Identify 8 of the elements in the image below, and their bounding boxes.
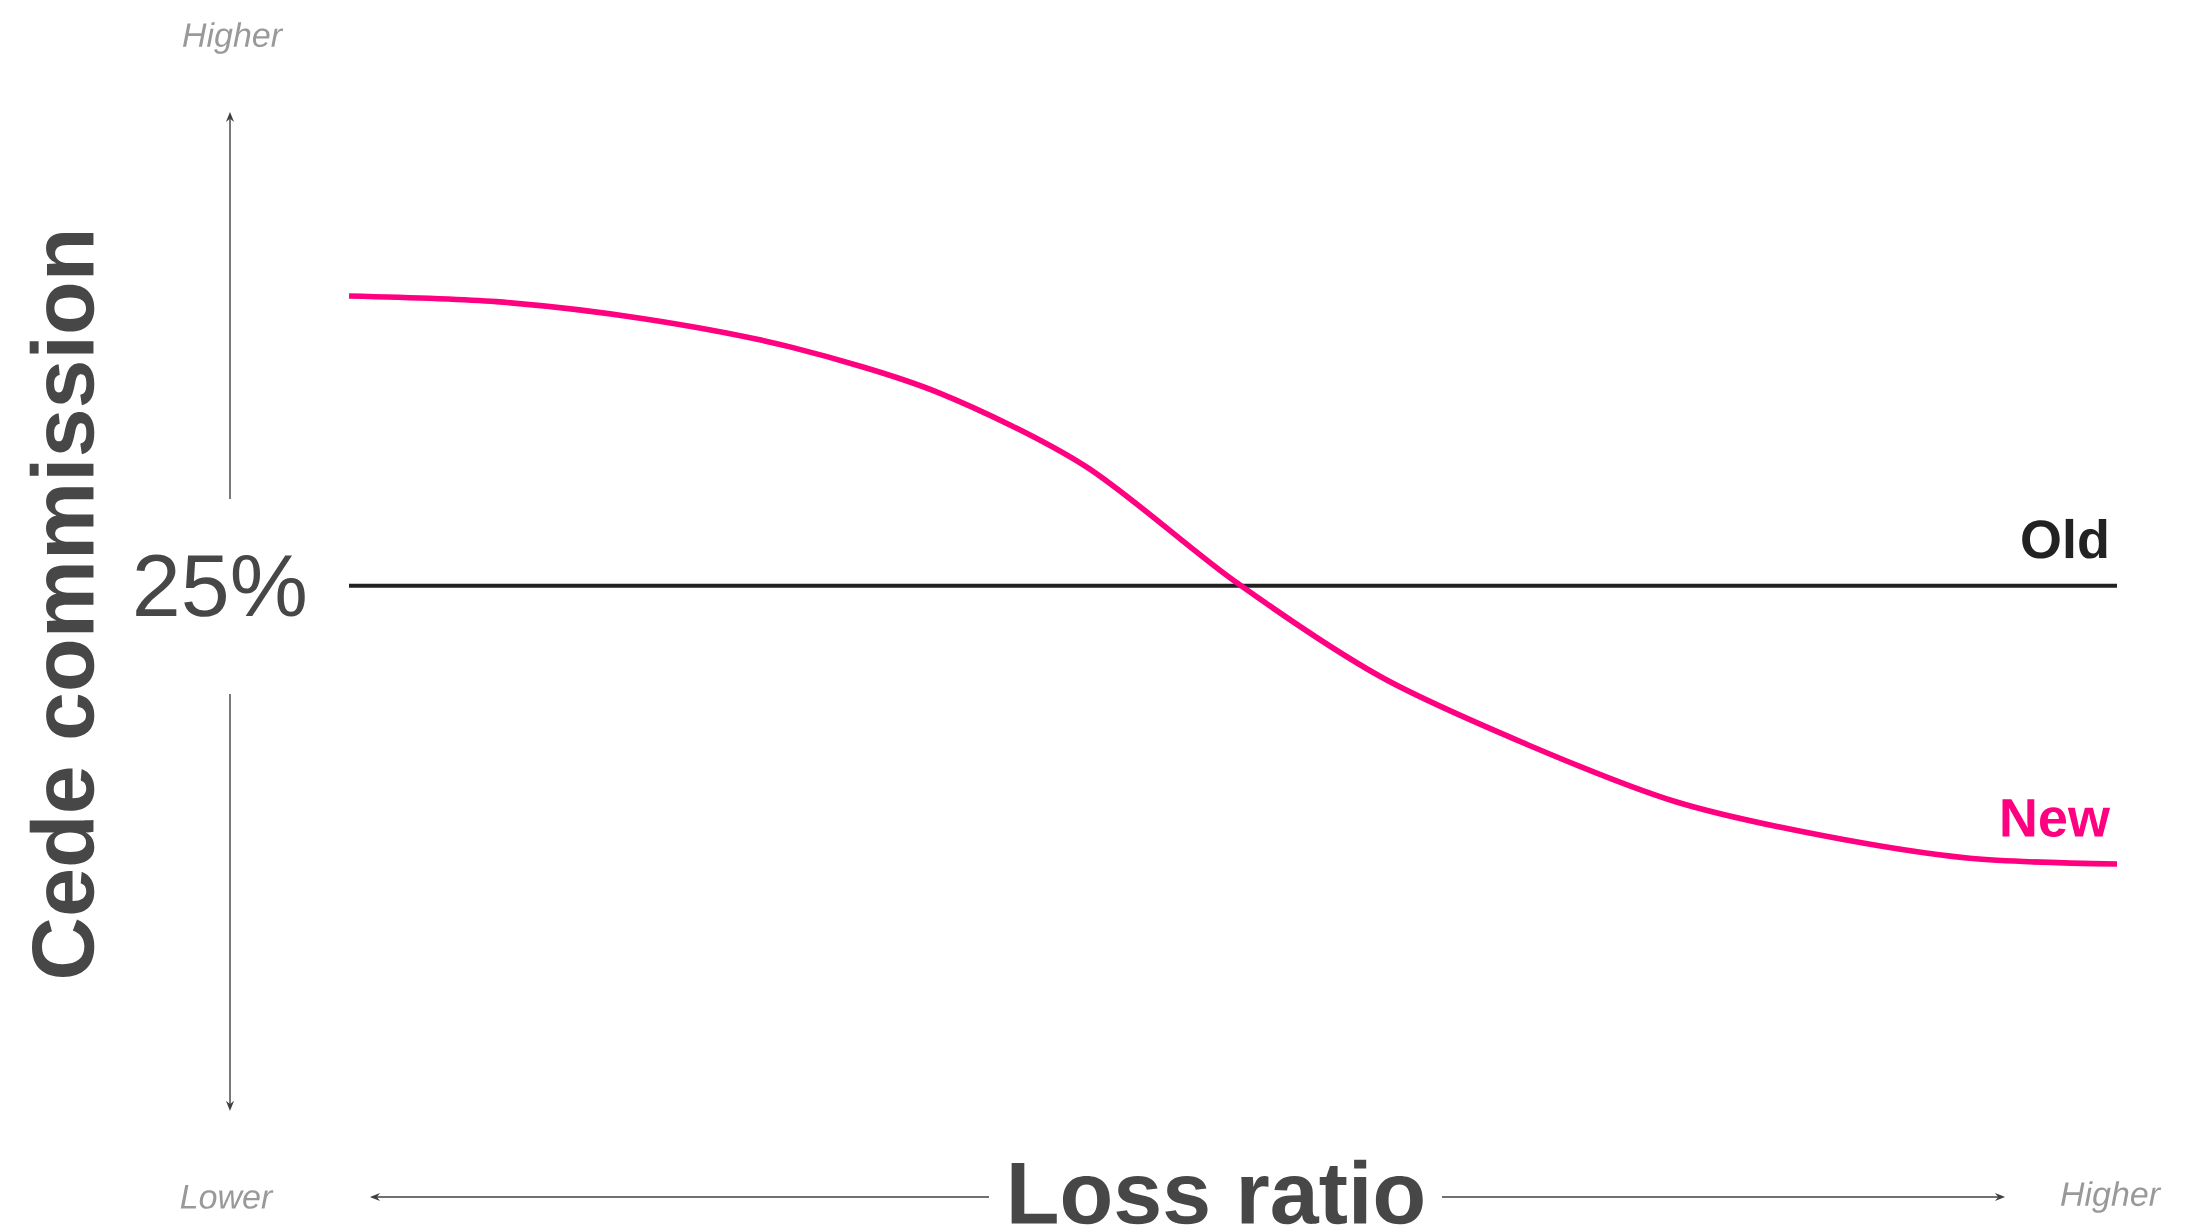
series-label: Old	[2022, 518, 2107, 559]
text: Lower	[180, 1185, 274, 1209]
annotation: 25%	[136, 554, 305, 617]
text: Higher	[2060, 1181, 2162, 1213]
y-axis-title: Cede commission	[29, 233, 95, 977]
text: Higher	[182, 22, 284, 54]
series-label: New	[2002, 799, 2111, 837]
x-axis-title: Loss ratio	[1011, 1159, 1423, 1225]
